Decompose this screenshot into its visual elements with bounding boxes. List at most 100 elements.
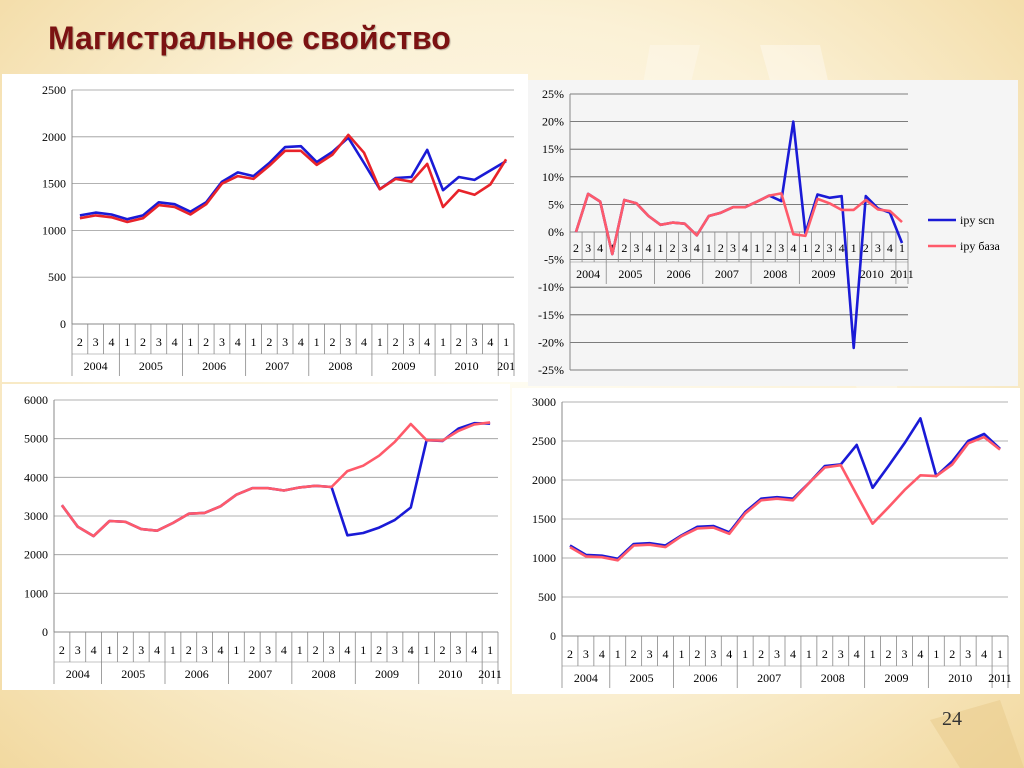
year-label: 2010: [455, 359, 479, 373]
quarter-label: 3: [408, 335, 414, 349]
series-line-2: [79, 133, 508, 224]
year-label: 2004: [576, 267, 600, 281]
y-tick-label: 0: [42, 625, 48, 639]
quarter-label: 3: [682, 241, 688, 255]
quarter-label: 3: [156, 335, 162, 349]
quarter-label: 2: [313, 643, 319, 657]
quarter-label: 3: [472, 335, 478, 349]
quarter-label: 1: [706, 241, 712, 255]
quarter-label: 1: [251, 335, 257, 349]
quarter-label: 2: [822, 647, 828, 661]
quarter-label: 2: [758, 647, 764, 661]
quarter-label: 2: [670, 241, 676, 255]
quarter-label: 1: [360, 643, 366, 657]
quarter-label: 2: [631, 647, 637, 661]
quarter-label: 2: [186, 643, 192, 657]
quarter-label: 4: [91, 643, 97, 657]
quarter-label: 4: [408, 643, 414, 657]
y-tick-label: 500: [538, 590, 556, 604]
quarter-label: 4: [599, 647, 605, 661]
y-tick-label: 1500: [532, 512, 556, 526]
legend-label: ipy scn: [960, 213, 994, 227]
quarter-label: 2: [203, 335, 209, 349]
quarter-label: 1: [314, 335, 320, 349]
quarter-label: 3: [202, 643, 208, 657]
quarter-label: 1: [297, 643, 303, 657]
year-label: 2008: [821, 671, 845, 685]
quarter-label: 2: [456, 335, 462, 349]
quarter-label: 3: [647, 647, 653, 661]
quarter-label: 1: [658, 241, 664, 255]
y-tick-label: -15%: [538, 308, 564, 322]
quarter-label: 2: [266, 335, 272, 349]
quarter-label: 4: [108, 335, 114, 349]
y-tick-label: 2500: [532, 434, 556, 448]
quarter-label: 1: [802, 241, 808, 255]
y-tick-label: 500: [48, 270, 66, 284]
y-tick-label: 5%: [548, 197, 564, 211]
quarter-label: 2: [249, 643, 255, 657]
year-label: 2007: [757, 671, 781, 685]
chart-panel-bottom-left: 0 1000 2000 3000 4000 5000 6000 2 3 4 1 2 3 4 1 2 3 4 1 2 3 4…: [2, 384, 510, 690]
y-tick-label: -10%: [538, 280, 564, 294]
page-number: 24: [942, 708, 962, 730]
quarter-label: 3: [345, 335, 351, 349]
quarter-label: 2: [886, 647, 892, 661]
quarter-label: 3: [455, 643, 461, 657]
quarter-label: 4: [154, 643, 160, 657]
y-tick-label: 1000: [24, 586, 48, 600]
quarter-label: 1: [170, 643, 176, 657]
quarter-label: 4: [645, 241, 651, 255]
quarter-label: 1: [899, 241, 905, 255]
year-label: 2010: [948, 671, 972, 685]
quarter-label: 1: [851, 241, 857, 255]
year-label: 2006: [185, 667, 209, 681]
y-tick-label: 2500: [42, 83, 66, 97]
quarter-label: 3: [585, 241, 591, 255]
quarter-label: 4: [981, 647, 987, 661]
quarter-label: 4: [235, 335, 241, 349]
quarter-label: 4: [361, 335, 367, 349]
series-line-2: [569, 435, 1001, 562]
quarter-label: 1: [503, 335, 509, 349]
quarter-label: 2: [814, 241, 820, 255]
quarter-label: 2: [440, 643, 446, 657]
y-tick-label: 6000: [24, 393, 48, 407]
quarter-label: 2: [766, 241, 772, 255]
year-label: 2004: [66, 667, 90, 681]
quarter-label: 4: [487, 335, 493, 349]
quarter-label: 3: [774, 647, 780, 661]
quarter-label: 4: [790, 647, 796, 661]
y-tick-label: 4000: [24, 470, 48, 484]
quarter-label: 4: [839, 241, 845, 255]
y-tick-label: 2000: [24, 548, 48, 562]
quarter-label: 2: [949, 647, 955, 661]
quarter-label: 2: [573, 241, 579, 255]
year-label: 2011: [478, 667, 502, 681]
year-label: 2005: [630, 671, 654, 685]
series-line-2: [574, 192, 903, 256]
quarter-label: 3: [329, 643, 335, 657]
y-tick-label: 0: [550, 629, 556, 643]
y-tick-label: -20%: [538, 335, 564, 349]
quarter-label: 1: [754, 241, 760, 255]
y-tick-label: 2000: [532, 473, 556, 487]
series-line-2: [60, 421, 491, 538]
quarter-label: 4: [663, 647, 669, 661]
quarter-label: 1: [233, 643, 239, 657]
quarter-label: 1: [487, 643, 493, 657]
year-label: 2008: [312, 667, 336, 681]
quarter-label: 4: [172, 335, 178, 349]
quarter-label: 3: [633, 241, 639, 255]
quarter-label: 4: [854, 647, 860, 661]
quarter-label: 3: [710, 647, 716, 661]
quarter-label: 1: [678, 647, 684, 661]
year-label: 2006: [667, 267, 691, 281]
quarter-label: 2: [567, 647, 573, 661]
legend-label: ipy база: [960, 239, 1001, 253]
quarter-label: 3: [730, 241, 736, 255]
quarter-label: 4: [298, 335, 304, 349]
quarter-label: 1: [742, 647, 748, 661]
quarter-label: 3: [583, 647, 589, 661]
